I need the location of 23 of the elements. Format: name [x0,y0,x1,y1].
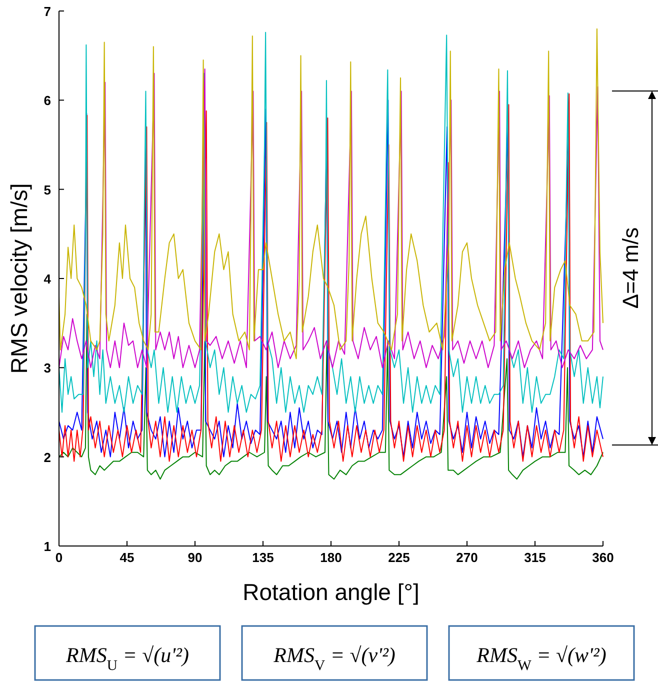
x-tick-label: 270 [456,550,478,565]
y-tick-label: 1 [44,539,51,554]
y-tick-label: 4 [44,272,52,286]
text: Δ=4 m/s [618,227,643,309]
x-tick-label: 45 [120,550,134,565]
y-axis-title: RMS velocity [m/s] [6,183,32,374]
y-tick-label: 6 [44,93,51,108]
x-tick-label: 90 [188,550,202,565]
y-tick-label: 7 [44,4,51,19]
text: RMS$_{W}$ = √(w'²) [476,643,606,674]
text: RMS$_{U}$ = √(u'²) [65,643,189,674]
x-tick-label: 0 [55,550,63,565]
x-tick-label: 180 [320,550,342,565]
x-tick-label: 135 [252,550,274,565]
x-tick-label: 360 [592,550,614,565]
y-tick-label: 2 [44,450,51,465]
x-tick-label: 315 [524,550,546,565]
text: RMS$_{V}$ = √(v'²) [272,643,396,674]
x-axis-title: Rotation angle [°] [242,579,420,605]
y-tick-label: 5 [44,182,51,198]
x-tick-label: 225 [388,550,410,565]
line-series [58,314,604,480]
y-tick-label: 3 [44,360,51,376]
